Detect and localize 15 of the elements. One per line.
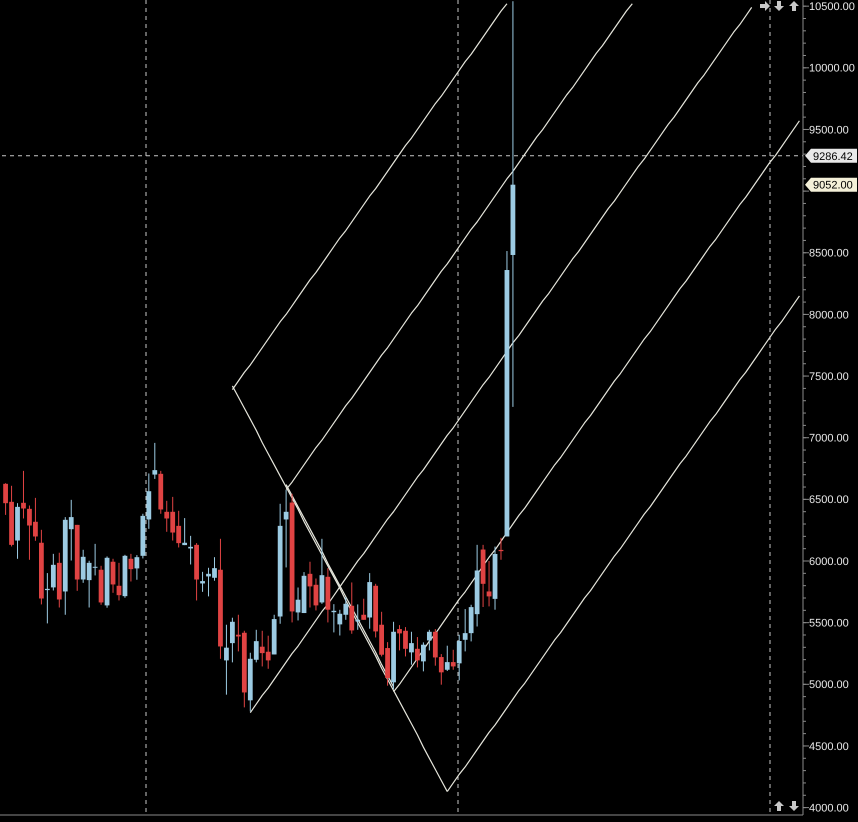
y-tick-label: 7500.00 bbox=[809, 370, 849, 383]
y-tick-label: 6500.00 bbox=[809, 494, 849, 506]
y-tick-label: 4000.00 bbox=[809, 802, 849, 814]
ref-line-label: 9286.42 bbox=[813, 150, 853, 163]
text: 9052.00 bbox=[813, 180, 853, 192]
y-tick-label: 8500.00 bbox=[809, 248, 849, 260]
y-tick-label: 5500.00 bbox=[809, 618, 849, 630]
y-tick-label: 6000.00 bbox=[809, 556, 849, 568]
y-tick-label: 7000.00 bbox=[809, 432, 849, 445]
y-tick-label: 4500.00 bbox=[809, 740, 849, 753]
y-tick-label: 5000.00 bbox=[809, 679, 849, 692]
y-tick-label: 10500.00 bbox=[809, 1, 855, 14]
y-tick-label: 9500.00 bbox=[809, 124, 849, 136]
y-tick-label: 10000.00 bbox=[809, 62, 855, 75]
y-tick-label: 8000.00 bbox=[809, 309, 849, 322]
